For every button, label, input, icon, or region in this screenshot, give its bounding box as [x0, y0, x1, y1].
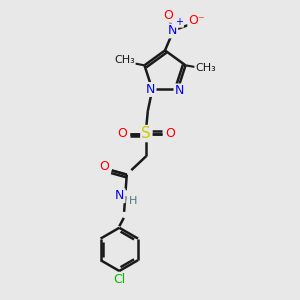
Text: O: O — [99, 160, 109, 173]
Text: H: H — [129, 196, 137, 206]
Text: CH₃: CH₃ — [195, 63, 216, 73]
Text: O: O — [165, 127, 175, 140]
Text: N: N — [146, 83, 155, 96]
Text: O: O — [117, 127, 127, 140]
Text: Cl: Cl — [113, 273, 125, 286]
Text: N: N — [175, 85, 184, 98]
Text: CH₃: CH₃ — [114, 55, 135, 65]
Text: O: O — [163, 9, 173, 22]
Text: N: N — [115, 189, 124, 202]
Text: S: S — [141, 126, 151, 141]
Text: O⁻: O⁻ — [188, 14, 205, 28]
Text: N: N — [168, 24, 177, 38]
Text: +: + — [175, 17, 183, 27]
